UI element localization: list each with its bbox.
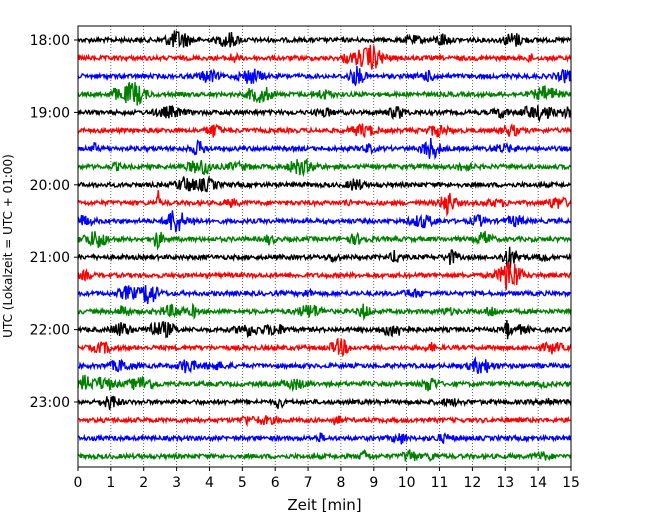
x-tick-label-8: 8 <box>336 475 345 491</box>
x-tick-label-2: 2 <box>139 475 148 491</box>
trace-2015 <box>77 189 572 218</box>
y-tick-label-2200: 22:00 <box>30 323 70 339</box>
y-tick-label-2100: 21:00 <box>30 250 70 266</box>
plot-frame <box>77 25 572 468</box>
x-tick-label-1: 1 <box>106 475 115 491</box>
x-tick-label-10: 10 <box>398 475 416 491</box>
trace-2245 <box>77 374 572 393</box>
trace-1945 <box>77 157 572 178</box>
x-tick-label-11: 11 <box>431 475 449 491</box>
trace-2145 <box>77 302 572 321</box>
trace-2115 <box>77 261 572 291</box>
trace-2215 <box>77 337 572 358</box>
y-axis: 18:00 19:00 20:00 21:00 22:00 23:00 <box>30 33 78 411</box>
trace-2045 <box>77 230 572 251</box>
trace-1800 <box>77 30 572 48</box>
y-tick-label-2000: 20:00 <box>30 178 70 194</box>
x-tick-label-14: 14 <box>529 475 547 491</box>
trace-2100 <box>77 246 572 269</box>
traces <box>77 30 572 463</box>
trace-1845 <box>77 82 572 106</box>
trace-2130 <box>77 285 572 304</box>
trace-2300 <box>77 395 572 410</box>
y-tick-label-2300: 23:00 <box>30 395 70 411</box>
y-tick-label-1800: 18:00 <box>30 33 70 49</box>
x-tick-label-15: 15 <box>562 475 580 491</box>
trace-1915 <box>77 123 572 138</box>
y-tick-label-1900: 19:00 <box>30 105 70 121</box>
y-axis-label: UTC (Lokalzeit = UTC + 01:00) <box>1 154 15 338</box>
trace-1930 <box>77 137 572 161</box>
x-tick-label-3: 3 <box>172 475 181 491</box>
x-tick-label-7: 7 <box>304 475 313 491</box>
trace-2330 <box>77 432 572 445</box>
x-tick-label-13: 13 <box>496 475 514 491</box>
x-tick-label-6: 6 <box>271 475 280 491</box>
x-tick-label-5: 5 <box>238 475 247 491</box>
x-tick-label-4: 4 <box>205 475 214 491</box>
trace-2000 <box>77 174 572 193</box>
x-tick-label-0: 0 <box>74 475 83 491</box>
x-tick-label-12: 12 <box>463 475 481 491</box>
x-axis-label: Zeit [min] <box>287 496 361 514</box>
trace-2315 <box>77 414 572 428</box>
trace-2030 <box>77 210 572 233</box>
trace-2230 <box>77 355 572 374</box>
trace-2200 <box>77 320 572 340</box>
x-tick-label-9: 9 <box>369 475 378 491</box>
trace-1830 <box>77 65 572 87</box>
x-axis: 0 1 2 3 4 5 6 7 8 9 10 11 12 13 14 15 <box>74 467 580 491</box>
trace-1815 <box>77 44 572 70</box>
trace-2345 <box>77 448 572 463</box>
trace-1900 <box>77 104 572 123</box>
